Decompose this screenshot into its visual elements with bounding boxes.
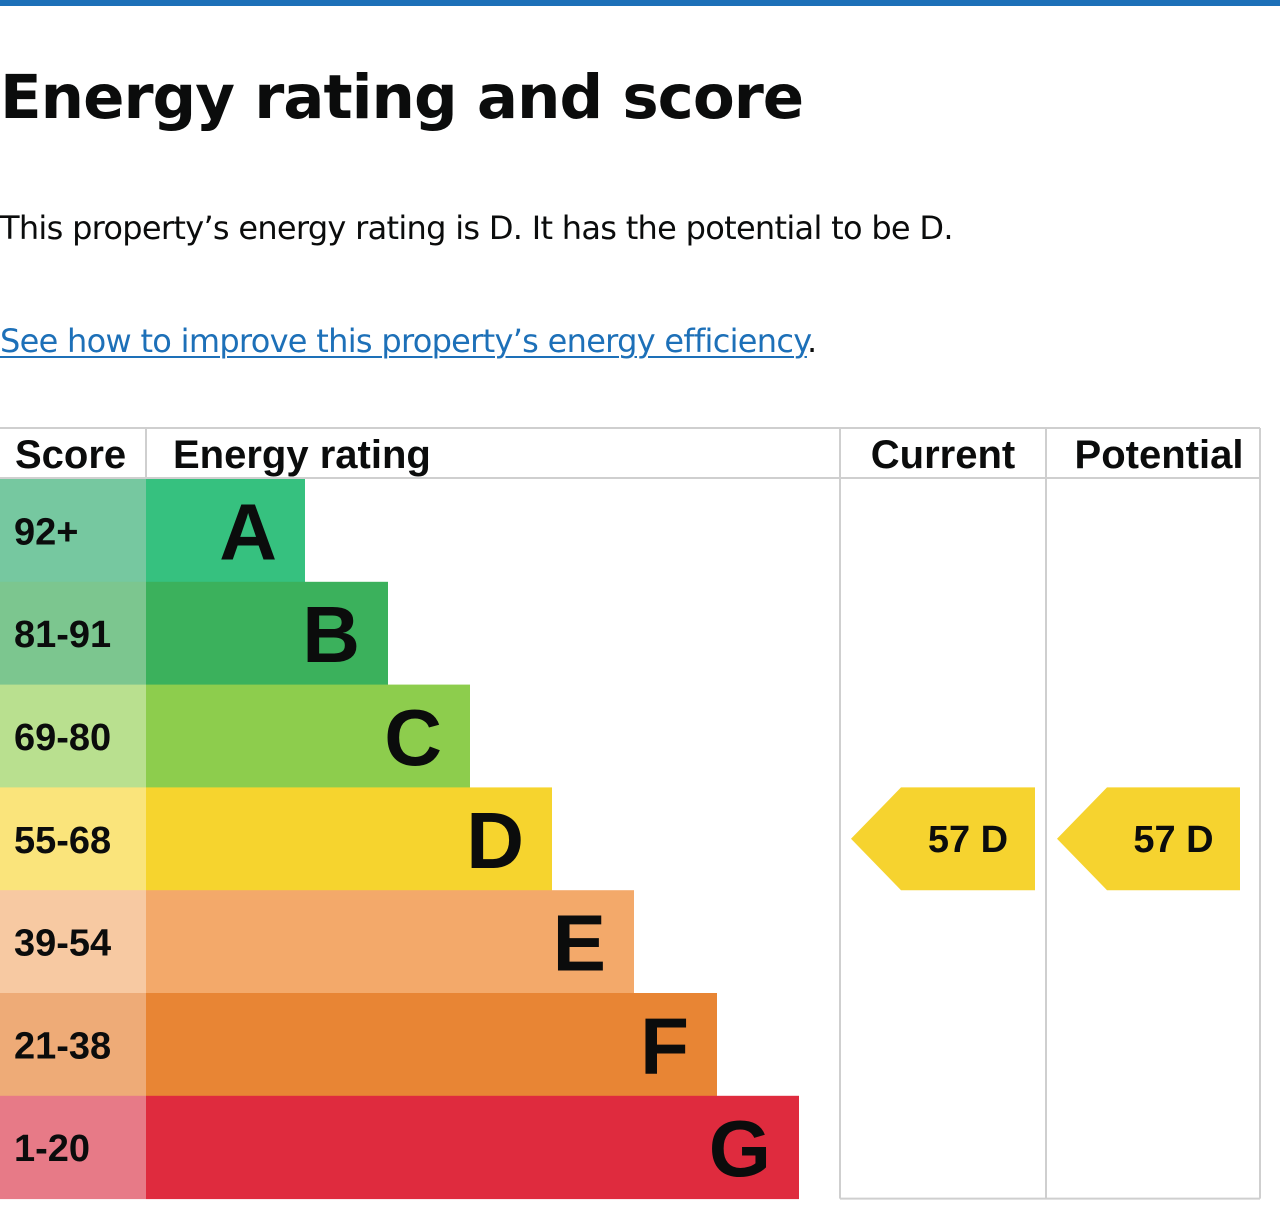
header-current: Current bbox=[871, 433, 1015, 477]
rating-letter-b: B bbox=[302, 590, 360, 679]
link-suffix: . bbox=[806, 322, 817, 360]
score-cell-c bbox=[0, 684, 146, 788]
current-rating-arrow bbox=[851, 787, 1035, 891]
score-range-f: 21-38 bbox=[14, 1025, 111, 1067]
potential-rating-label: 57 D bbox=[1133, 819, 1213, 861]
rating-bar-e bbox=[146, 890, 634, 994]
score-range-g: 1-20 bbox=[14, 1128, 90, 1170]
rating-bar-g bbox=[146, 1095, 799, 1200]
rating-bar-b bbox=[146, 581, 388, 686]
score-range-c: 69-80 bbox=[14, 717, 111, 759]
rating-letter-g: G bbox=[709, 1104, 771, 1193]
rating-letter-f: F bbox=[640, 1001, 689, 1090]
rating-bar-c bbox=[146, 684, 470, 788]
improve-efficiency-link[interactable]: See how to improve this property’s energ… bbox=[0, 322, 808, 360]
rating-letter-a: A bbox=[219, 487, 277, 576]
score-range-e: 39-54 bbox=[14, 923, 111, 965]
improve-link-line: See how to improve this property’s energ… bbox=[0, 321, 817, 361]
score-cell-f bbox=[0, 993, 146, 1097]
rating-letter-e: E bbox=[553, 899, 606, 988]
score-cell-a bbox=[0, 479, 146, 583]
score-cell-d bbox=[0, 787, 146, 891]
rating-bar-a bbox=[146, 479, 305, 583]
rating-letter-c: C bbox=[384, 693, 442, 782]
rating-summary: This property’s energy rating is D. It h… bbox=[0, 209, 954, 247]
score-range-b: 81-91 bbox=[14, 614, 111, 656]
score-range-a: 92+ bbox=[14, 511, 78, 553]
rating-bar-f bbox=[146, 993, 717, 1097]
header-energy-rating: Energy rating bbox=[173, 433, 431, 477]
score-cell-e bbox=[0, 890, 146, 994]
current-rating-label: 57 D bbox=[928, 819, 1008, 861]
potential-rating-arrow bbox=[1057, 787, 1240, 891]
page-title: Energy rating and score bbox=[0, 62, 804, 133]
score-cell-g bbox=[0, 1095, 146, 1200]
header-score: Score bbox=[15, 433, 126, 477]
top-accent-bar bbox=[0, 0, 1280, 6]
rating-bar-d bbox=[146, 787, 552, 891]
header-potential: Potential bbox=[1075, 433, 1244, 477]
score-cell-b bbox=[0, 581, 146, 686]
score-range-d: 55-68 bbox=[14, 820, 111, 862]
rating-letter-d: D bbox=[466, 796, 524, 885]
